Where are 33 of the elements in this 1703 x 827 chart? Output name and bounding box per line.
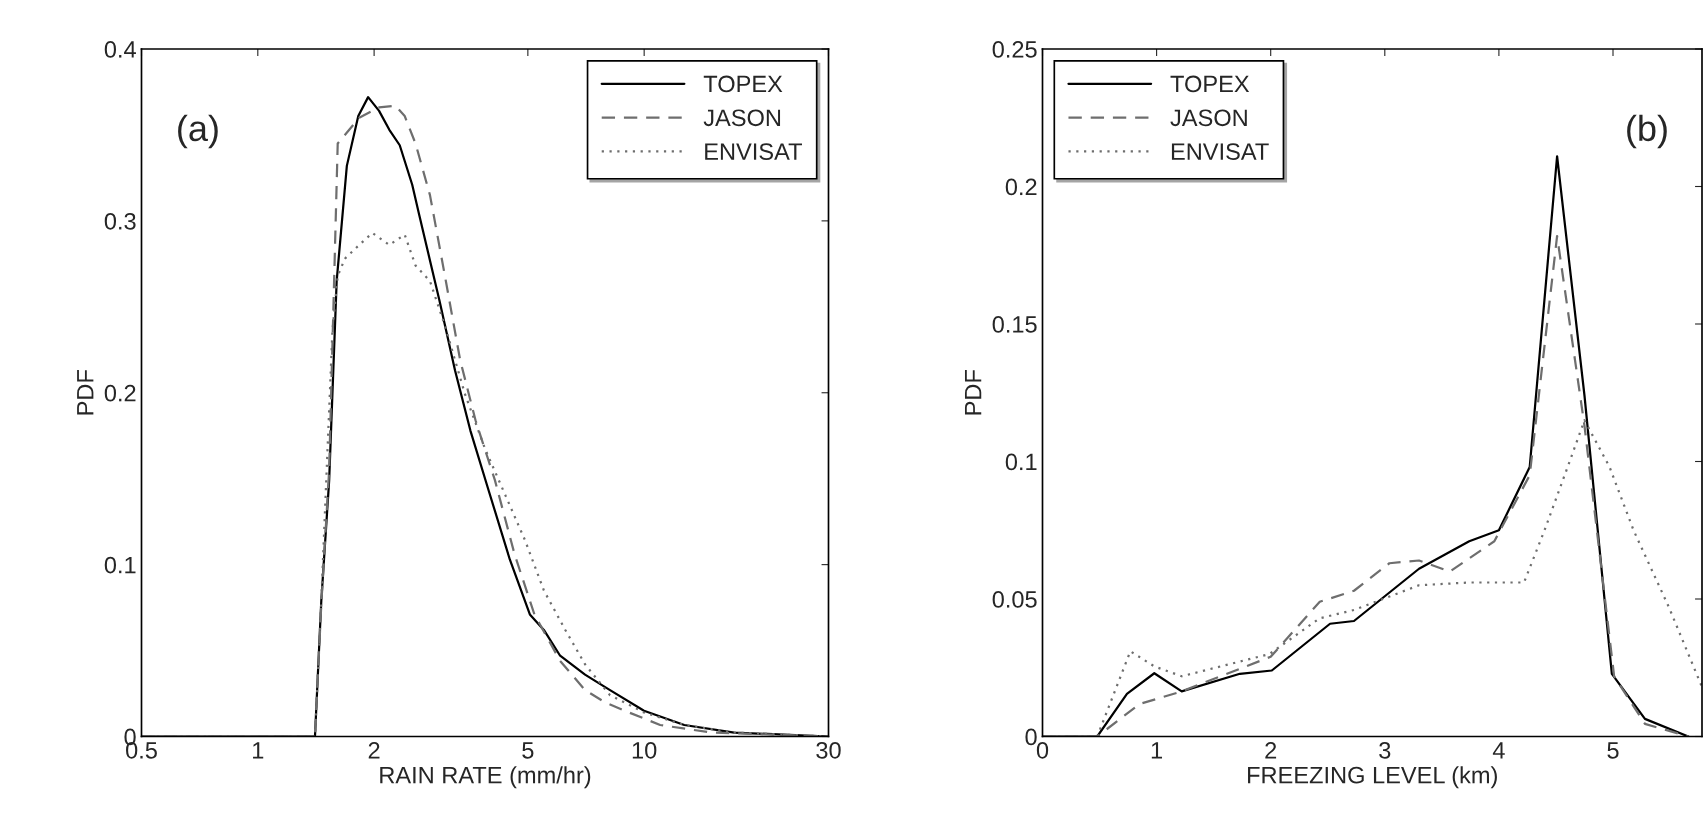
y-tick-label: 0.2 [104,384,136,402]
x-tick-label: 5 [522,742,534,759]
y-tick-label: 0.15 [992,316,1037,333]
y-tick-label: 0.4 [104,41,136,58]
x-tick-label: 0 [1036,741,1049,759]
y-tick-label: 0 [1025,728,1037,746]
y-tick-label: 0.2 [1005,178,1037,196]
y-tick-label: 0.1 [1005,453,1037,471]
x-axis-title: FREEZING LEVEL (km) [1248,766,1497,789]
y-tick-label: 0.3 [104,212,136,230]
x-tick-label: 1 [253,742,264,759]
x-tick-label: 30 [816,741,841,759]
legend-label: ENVISAT [705,143,802,160]
legend-label: JASON [703,109,781,127]
x-axis-title: RAIN RATE (mm/hr) [380,766,591,789]
legend-label: ENVISAT [1171,143,1269,160]
y-tick-label: 0.25 [992,41,1037,58]
y-tick-label: 0.1 [104,556,136,574]
x-tick-label: 2 [368,741,380,759]
y-axis-title: PDF [77,370,94,415]
x-tick-label: 5 [1607,742,1619,759]
annotation: (a) [178,114,218,149]
legend-label: TOPEX [1170,75,1250,93]
x-tick-label: 3 [1379,741,1391,759]
x-tick-label: 4 [1492,742,1505,759]
x-tick-label: 2 [1265,741,1277,759]
x-tick-label: 10 [632,741,657,759]
annotation: (b) [1627,114,1667,149]
y-axis-title: PDF [964,370,982,415]
legend-label: JASON [1170,109,1247,127]
legend-label: TOPEX [703,75,783,93]
x-tick-label: 1 [1151,742,1163,759]
y-tick-label: 0.05 [992,591,1037,608]
